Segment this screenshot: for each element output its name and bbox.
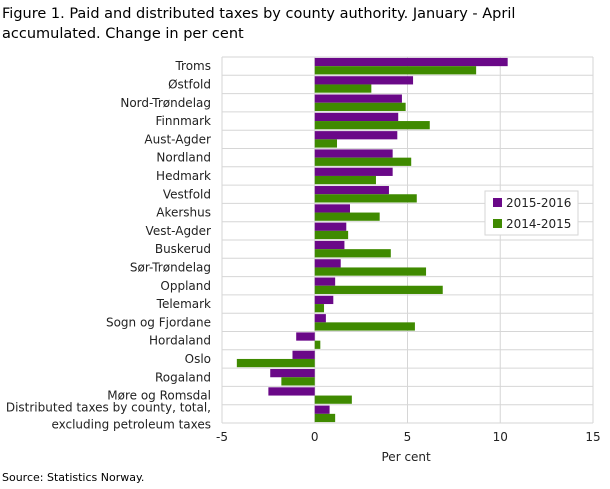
legend-label: 2015-2016	[506, 196, 571, 210]
bar-2014-2015	[236, 358, 315, 368]
category-label: Nordland	[156, 151, 211, 165]
bar-2015-2016	[314, 277, 336, 286]
category-label: Østfold	[168, 77, 211, 91]
bar-2014-2015	[314, 102, 406, 111]
bar-2014-2015	[314, 285, 443, 294]
x-axis-label: Per cent	[382, 450, 432, 464]
bar-2015-2016	[314, 76, 414, 85]
bar-2015-2016	[314, 314, 326, 323]
bar-2015-2016	[296, 332, 315, 341]
bar-2014-2015	[314, 322, 415, 331]
bar-2014-2015	[314, 340, 321, 349]
bar-2015-2016	[292, 350, 315, 359]
bar-2015-2016	[314, 240, 345, 250]
category-label: Vest-Agder	[146, 224, 212, 238]
category-label: Møre og Romsdal	[107, 389, 211, 403]
bar-2014-2015	[314, 304, 325, 313]
category-label: Hordaland	[149, 334, 211, 348]
legend-label: 2014-2015	[506, 217, 571, 231]
bar-2014-2015	[314, 230, 349, 240]
category-label: Finnmark	[156, 114, 212, 128]
bar-2015-2016	[314, 57, 508, 67]
bar-2014-2015	[314, 84, 372, 93]
category-label: excluding petroleum taxes	[51, 417, 211, 431]
bar-2015-2016	[314, 259, 341, 268]
x-tick-label: 5	[404, 430, 412, 444]
bar-2014-2015	[314, 66, 477, 75]
bar-2015-2016	[314, 186, 389, 195]
bar-2014-2015	[314, 194, 417, 203]
bar-2015-2016	[314, 405, 330, 414]
bar-2015-2016	[270, 369, 315, 378]
bar-2014-2015	[314, 139, 338, 148]
bar-2014-2015	[314, 157, 412, 166]
category-label: Sogn og Fjordane	[106, 315, 211, 329]
x-tick-label: 10	[493, 430, 508, 444]
bar-2014-2015	[314, 249, 391, 258]
category-label: Sør-Trøndelag	[130, 260, 211, 274]
category-label: Oslo	[185, 352, 211, 366]
category-label: Nord-Trøndelag	[120, 96, 211, 110]
legend-swatch	[493, 219, 502, 228]
category-label: Troms	[174, 59, 211, 73]
category-label: Rogaland	[155, 370, 211, 384]
bar-2014-2015	[314, 413, 336, 423]
category-label: Telemark	[156, 297, 211, 311]
x-tick-label: -5	[216, 430, 228, 444]
bar-2014-2015	[314, 267, 427, 276]
bar-2014-2015	[281, 377, 315, 386]
legend-swatch	[493, 198, 502, 207]
bar-2015-2016	[314, 131, 398, 140]
bar-2015-2016	[314, 222, 347, 231]
bar-2015-2016	[314, 149, 393, 158]
source-note: Source: Statistics Norway.	[2, 471, 145, 484]
bar-2015-2016	[314, 167, 393, 176]
bar-2014-2015	[314, 212, 380, 221]
x-tick-label: 0	[311, 430, 319, 444]
bar-2014-2015	[314, 175, 376, 185]
category-label: Vestfold	[163, 187, 211, 201]
bar-2015-2016	[314, 94, 402, 103]
category-label: Akershus	[156, 206, 211, 220]
bar-2014-2015	[314, 395, 352, 404]
bar-2015-2016	[314, 112, 399, 122]
category-label: Distributed taxes by county, total,	[6, 400, 211, 414]
chart-title: Figure 1. Paid and distributed taxes by …	[2, 6, 516, 42]
bar-2015-2016	[268, 387, 315, 396]
category-label: Oppland	[160, 279, 211, 293]
bar-2015-2016	[314, 204, 350, 213]
bar-2014-2015	[314, 121, 430, 130]
category-label: Buskerud	[155, 242, 211, 256]
category-label: Aust-Agder	[144, 132, 211, 146]
bar-2015-2016	[314, 295, 334, 305]
x-tick-label: 15	[585, 430, 600, 444]
category-label: Hedmark	[156, 169, 211, 183]
